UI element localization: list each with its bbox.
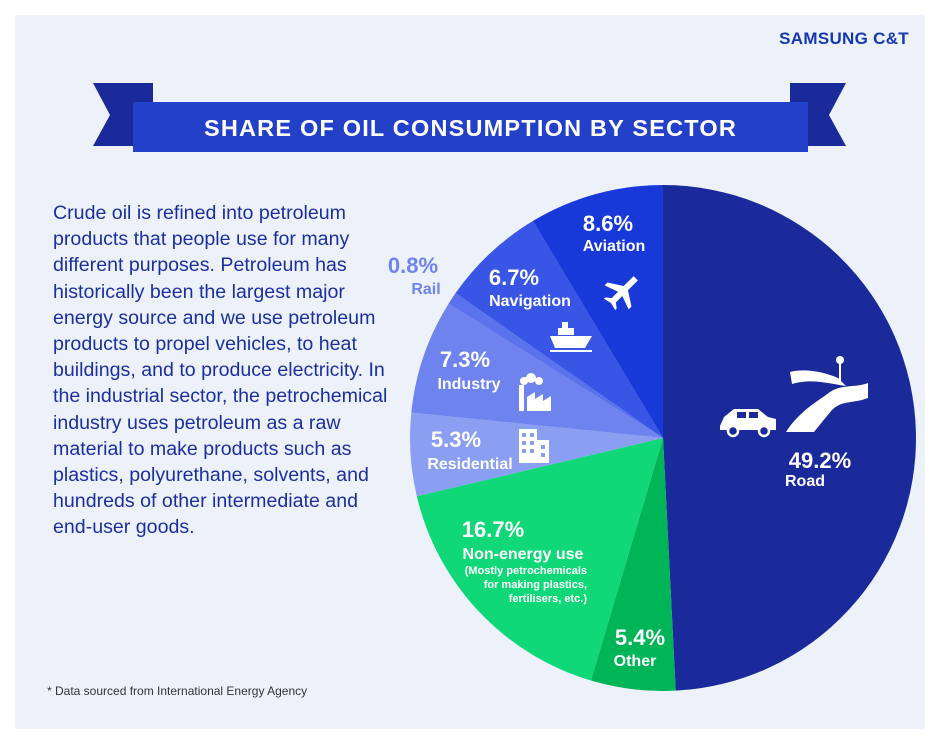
airplane-icon bbox=[603, 276, 638, 311]
rail-value: 0.8% bbox=[388, 253, 438, 278]
aviation-value: 8.6% bbox=[583, 211, 633, 236]
pie-slice-non-energy-use bbox=[416, 438, 663, 681]
pie-slice-industry bbox=[411, 303, 663, 438]
brand-logo: SAMSUNG C&T bbox=[779, 29, 909, 48]
pie-slices bbox=[410, 185, 916, 692]
navigation-value: 6.7% bbox=[489, 265, 539, 290]
intro-paragraph: Crude oil is refined into petroleum prod… bbox=[53, 202, 388, 539]
non-energy-note-line-3: fertilisers, etc.) bbox=[509, 593, 588, 605]
car-road-icon bbox=[720, 356, 868, 438]
non-energy-label: Non-energy use bbox=[463, 546, 584, 563]
road-label: Road bbox=[785, 473, 825, 490]
source-footnote: * Data sourced from International Energy… bbox=[47, 684, 308, 698]
non-energy-note-line-1: (Mostly petrochemicals bbox=[465, 565, 587, 577]
pie-slice-rail bbox=[448, 293, 663, 438]
banner-band bbox=[133, 102, 808, 152]
residential-label: Residential bbox=[427, 456, 512, 473]
industry-value: 7.3% bbox=[440, 347, 490, 372]
ship-icon bbox=[550, 322, 592, 352]
chart-title: SHARE OF OIL CONSUMPTION BY SECTOR bbox=[204, 115, 737, 141]
factory-icon bbox=[519, 373, 551, 411]
industry-label: Industry bbox=[437, 376, 500, 393]
residential-value: 5.3% bbox=[431, 427, 481, 452]
pie-slice-other bbox=[590, 438, 676, 692]
pie-slice-road bbox=[663, 185, 916, 691]
other-label: Other bbox=[614, 653, 657, 670]
non-energy-note-line-2: for making plastics, bbox=[484, 579, 587, 591]
rail-label: Rail bbox=[411, 281, 440, 298]
non-energy-value: 16.7% bbox=[462, 517, 524, 542]
navigation-label: Navigation bbox=[489, 293, 571, 310]
road-value: 49.2% bbox=[789, 448, 851, 473]
pie-slice-aviation bbox=[532, 185, 663, 438]
other-value: 5.4% bbox=[615, 625, 665, 650]
aviation-label: Aviation bbox=[583, 238, 646, 255]
building-icon bbox=[519, 429, 549, 463]
